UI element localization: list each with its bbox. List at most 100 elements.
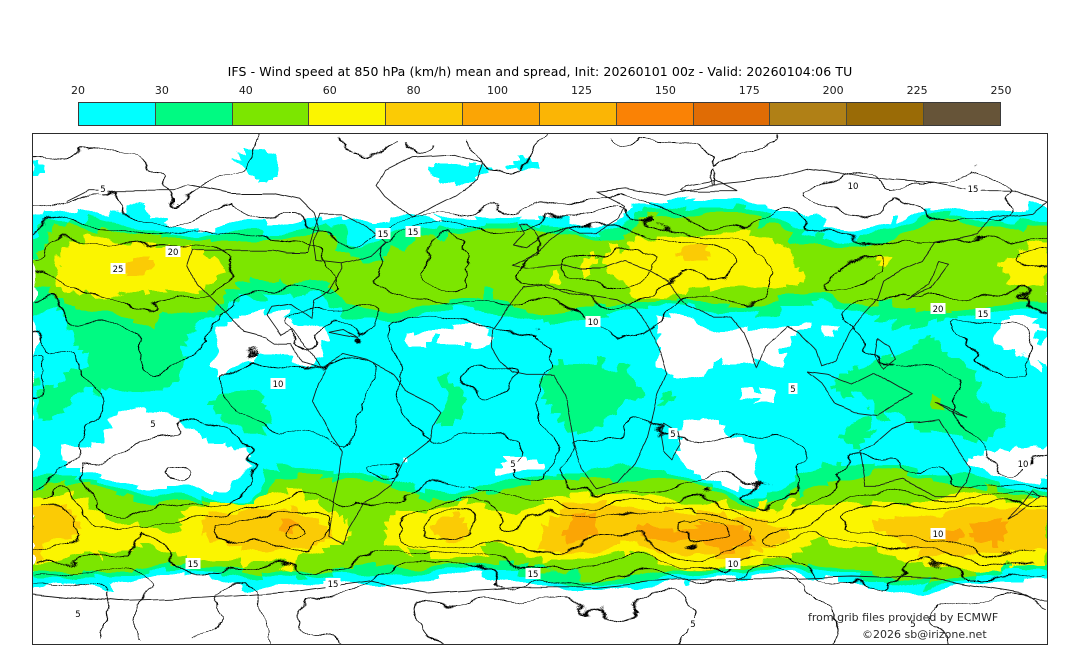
svg-text:5: 5 xyxy=(510,460,515,470)
contour-label: 5 xyxy=(668,428,678,440)
coastline xyxy=(680,178,738,192)
colorbar-segment xyxy=(616,103,694,125)
spread-isoline xyxy=(33,189,1047,644)
colorbar-segment xyxy=(155,103,233,125)
contour-label: 10 xyxy=(270,378,286,390)
coastline xyxy=(511,224,541,248)
colorbar-tick: 100 xyxy=(487,84,509,97)
coastline xyxy=(311,354,442,546)
contour-label: 15 xyxy=(325,578,341,590)
colorbar xyxy=(78,102,1001,126)
copyright-notice: ©2026 sb@irizone.net xyxy=(862,628,987,641)
contour-label: 10 xyxy=(845,180,861,192)
page-title: IFS - Wind speed at 850 hPa (km/h) mean … xyxy=(227,64,853,79)
coastline xyxy=(66,184,386,368)
colorbar-tick: 125 xyxy=(570,84,592,97)
svg-text:15: 15 xyxy=(188,560,199,570)
colorbar-tick: 250 xyxy=(990,84,1012,97)
colorbar-tick: 40 xyxy=(238,84,253,97)
svg-text:5: 5 xyxy=(150,420,155,430)
svg-text:15: 15 xyxy=(978,310,989,320)
contour-label: 15 xyxy=(965,183,981,195)
contour-label: 15 xyxy=(525,568,541,580)
coastline xyxy=(874,337,896,370)
colorbar-tick: 200 xyxy=(822,84,844,97)
contour-label: 5 xyxy=(788,383,798,395)
svg-text:10: 10 xyxy=(273,380,284,390)
contour-label: 10 xyxy=(725,558,741,570)
data-source-attribution: from grib files provided by ECMWF xyxy=(808,611,999,624)
svg-text:5: 5 xyxy=(790,385,795,395)
colorbar-segment xyxy=(79,103,156,125)
coastline xyxy=(33,575,1047,602)
coastline xyxy=(857,419,972,498)
spread-contour-layer xyxy=(33,134,1047,644)
svg-text:25: 25 xyxy=(113,265,124,275)
contour-label: 20 xyxy=(930,303,946,315)
contour-label: 25 xyxy=(110,263,126,275)
svg-text:20: 20 xyxy=(933,305,944,315)
contour-label: 15 xyxy=(975,308,991,320)
coastline xyxy=(905,260,950,299)
coastline xyxy=(511,167,1047,368)
contour-label: 15 xyxy=(375,228,391,240)
coastline xyxy=(807,371,913,415)
svg-text:15: 15 xyxy=(328,580,339,590)
colorbar-tick: 225 xyxy=(906,84,928,97)
wind-speed-spread-map: 5101515202510152015151515101010555555551… xyxy=(33,134,1047,644)
colorbar-tick: 20 xyxy=(71,84,85,97)
map-plot-area: 5101515202510152015151515101010555555551… xyxy=(32,133,1048,645)
svg-text:5: 5 xyxy=(75,610,80,620)
contour-label: 15 xyxy=(185,558,201,570)
svg-text:5: 5 xyxy=(100,185,105,195)
windspeed-fill-layer-detail xyxy=(33,237,1047,566)
svg-text:15: 15 xyxy=(378,230,389,240)
coastline xyxy=(660,422,682,461)
svg-text:5: 5 xyxy=(670,430,675,440)
svg-text:15: 15 xyxy=(408,228,419,238)
spread-isoline xyxy=(33,220,1047,585)
contour-label: 5 xyxy=(908,618,918,630)
contour-label: 15 xyxy=(405,226,421,238)
colorbar-segment xyxy=(463,103,540,125)
colorbar-segment xyxy=(539,103,617,125)
colorbar-segment xyxy=(924,103,1000,125)
contour-label: 10 xyxy=(1015,458,1031,470)
colorbar-tick: 60 xyxy=(322,84,337,97)
colorbar-tick: 150 xyxy=(654,84,676,97)
contour-label: 5 xyxy=(148,418,158,430)
colorbar-segment xyxy=(232,103,310,125)
contour-label: 10 xyxy=(585,316,601,328)
contour-label: 20 xyxy=(165,246,181,258)
contour-label: 10 xyxy=(930,528,946,540)
contour-label: 5 xyxy=(688,618,698,630)
contour-label: 5 xyxy=(73,608,83,620)
colorbar-segment xyxy=(847,103,925,125)
contour-label-layer: 5101515202510152015151515101010555555551… xyxy=(73,180,1031,630)
svg-text:10: 10 xyxy=(848,182,859,192)
windspeed-band xyxy=(280,516,1011,554)
svg-text:10: 10 xyxy=(728,560,739,570)
svg-text:15: 15 xyxy=(528,570,539,580)
svg-text:10: 10 xyxy=(588,318,599,328)
colorbar-tick-labels: 20 30 40 60 80 100 125 150 175 200 225 250 xyxy=(71,84,1012,100)
windspeed-band xyxy=(33,219,1047,578)
colorbar-tick: 30 xyxy=(154,84,169,97)
coastline-layer xyxy=(33,153,1047,602)
coastline xyxy=(328,329,358,339)
svg-text:10: 10 xyxy=(1018,460,1029,470)
colorbar-segment xyxy=(693,103,771,125)
colorbar-segment xyxy=(309,103,387,125)
colorbar-tick: 80 xyxy=(406,84,421,97)
svg-text:15: 15 xyxy=(968,185,979,195)
coastline xyxy=(491,283,668,489)
svg-text:5: 5 xyxy=(910,620,915,630)
contour-label: 5 xyxy=(508,458,518,470)
colorbar-tick: 175 xyxy=(738,84,760,97)
svg-text:20: 20 xyxy=(168,248,179,258)
colorbar-segment xyxy=(386,103,464,125)
spread-isoline xyxy=(33,233,1047,563)
svg-text:5: 5 xyxy=(690,620,695,630)
colorbar-segments xyxy=(78,102,1001,126)
svg-text:10: 10 xyxy=(933,530,944,540)
